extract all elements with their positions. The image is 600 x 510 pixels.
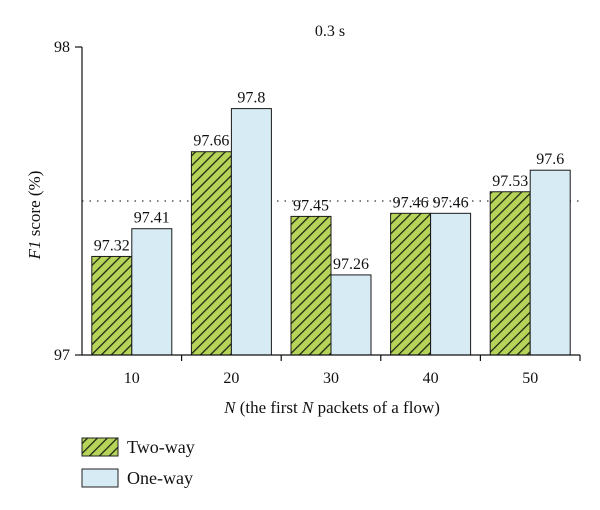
x-tick-label-30: 30 [323, 370, 339, 387]
data-label-one-way-40: 97.46 [433, 194, 469, 211]
x-tick-label-50: 50 [522, 370, 538, 387]
data-label-two-way-30: 97.45 [293, 197, 329, 214]
data-label-two-way-40: 97.46 [393, 194, 429, 211]
data-label-two-way-10: 97.32 [94, 237, 130, 254]
x-tick-label-40: 40 [423, 370, 439, 387]
data-label-one-way-50: 97.6 [536, 151, 564, 168]
x-axis-label: N (the first N packets of a flow) [223, 398, 440, 417]
data-label-one-way-20: 97.8 [237, 90, 265, 107]
data-label-two-way-20: 97.66 [193, 133, 229, 150]
x-axis-label-italic: N [223, 398, 237, 417]
x-axis-label-rest-2: packets of a flow) [313, 398, 440, 417]
bar-two-way-30 [290, 215, 332, 356]
legend-swatch-one-way [81, 468, 119, 488]
y-axis-label: F1 score (%) [25, 171, 44, 261]
chart-title: 0.3 s [315, 23, 345, 40]
x-tick-label-10: 10 [124, 370, 140, 387]
y-axis-label-italic: F1 [25, 240, 44, 260]
legend-label-one-way: One-way [127, 468, 193, 488]
x-axis-label-rest: (the first [235, 398, 302, 417]
data-label-one-way-10: 97.41 [134, 210, 170, 227]
bar-one-way-10 [131, 228, 173, 356]
bar-two-way-10 [91, 255, 133, 356]
bar-one-way-50 [529, 169, 571, 356]
y-tick-label-97: 97 [54, 347, 70, 364]
data-label-one-way-30: 97.26 [333, 256, 369, 273]
bar-one-way-30 [330, 274, 372, 356]
bar-one-way-20 [230, 108, 272, 356]
legend-swatch-two-way [81, 437, 119, 457]
legend-label-two-way: Two-way [127, 437, 195, 457]
x-tick-label-20: 20 [223, 370, 239, 387]
bar-two-way-50 [489, 191, 531, 356]
x-axis-label-italic-2: N [301, 398, 315, 417]
y-axis-label-rest: score (%) [25, 171, 44, 241]
bar-two-way-20 [190, 151, 232, 356]
bar-one-way-40 [430, 212, 472, 356]
data-label-two-way-50: 97.53 [492, 173, 528, 190]
legend: Two-way One-way [81, 437, 195, 488]
bar-two-way-40 [390, 212, 432, 356]
y-tick-label-98: 98 [54, 39, 70, 56]
